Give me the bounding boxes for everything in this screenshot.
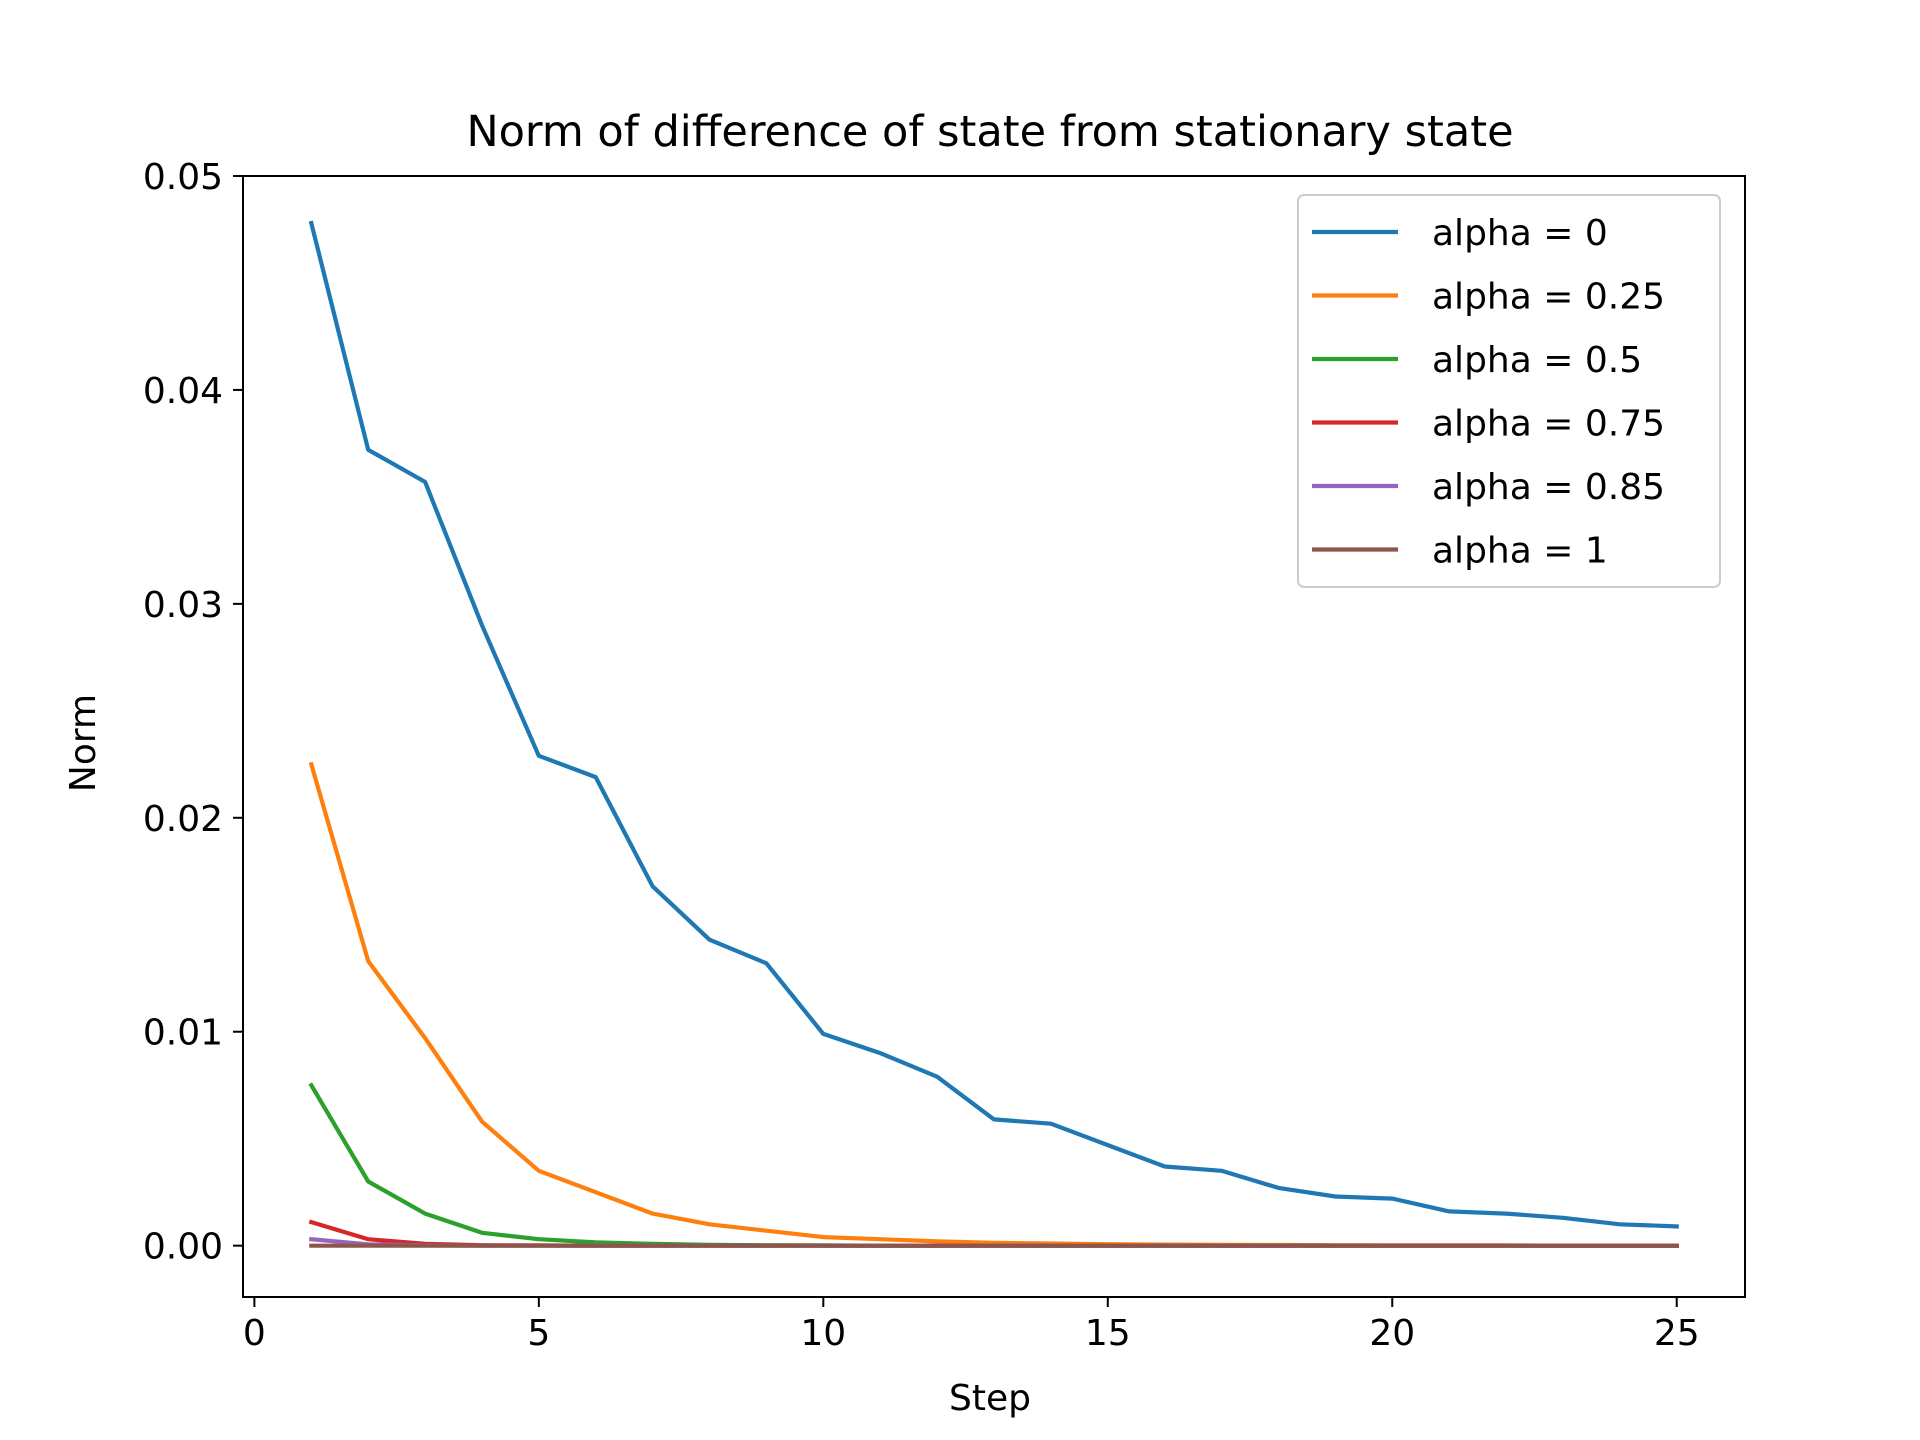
y-tick-label: 0.03 <box>143 585 223 626</box>
legend-box <box>1297 194 1721 588</box>
legend: alpha = 0 alpha = 0.25 alpha = 0.5 alpha = … <box>1297 194 1721 588</box>
legend-label: alpha = 0.75 <box>1432 404 1665 445</box>
y-tick-label: 0.01 <box>143 1013 223 1054</box>
y-tick-label: 0.05 <box>143 157 223 198</box>
legend-label: alpha = 0.5 <box>1432 340 1642 381</box>
legend-label: alpha = 0 <box>1432 213 1608 254</box>
x-tick-label: 5 <box>527 1313 550 1354</box>
x-tick-label: 25 <box>1654 1313 1700 1354</box>
x-tick-label: 15 <box>1085 1313 1131 1354</box>
legend-label: alpha = 0.25 <box>1432 277 1665 318</box>
x-axis-label: Step <box>949 1378 1031 1419</box>
y-tick-label: 0.04 <box>143 371 223 412</box>
legend-label: alpha = 1 <box>1432 531 1608 572</box>
legend-label: alpha = 0.85 <box>1432 467 1665 508</box>
x-tick-label: 0 <box>243 1313 266 1354</box>
x-tick-label: 10 <box>800 1313 846 1354</box>
axes-layer: 0 5 10 15 20 25 0.00 0.01 0.02 0.03 0.04 0.05 <box>143 157 1746 1354</box>
chart-title: Norm of difference of state from station… <box>466 107 1513 157</box>
y-tick-label: 0.02 <box>143 799 223 840</box>
series-layer <box>308 220 1679 1248</box>
x-tick-label: 20 <box>1369 1313 1415 1354</box>
axes-frame <box>242 175 1746 1298</box>
series-line-0 <box>308 220 1679 1229</box>
y-axis-label: Norm <box>63 694 104 792</box>
y-tick-label: 0.00 <box>143 1227 223 1268</box>
